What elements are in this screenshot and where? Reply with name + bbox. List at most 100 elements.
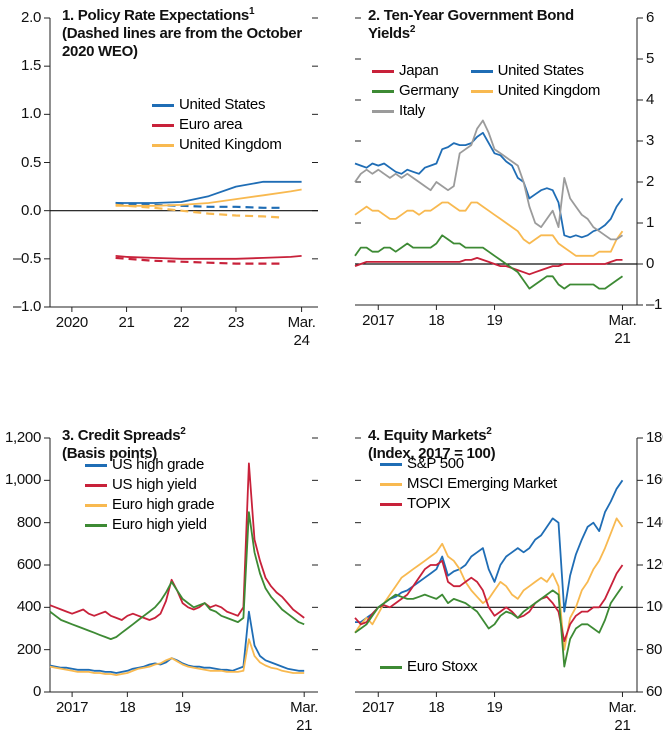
title-superscript: 2 [486,426,492,437]
legend-item: United States [470,61,601,81]
series-line [354,201,624,257]
legend-item: Italy [372,101,459,121]
title-text: 4. Equity Markets [368,427,487,444]
dashed-line [115,201,280,209]
y-tick-label: 200 [16,640,41,658]
subtitle: (Index, 2017 = 100) [368,445,496,462]
x-tick-label: 22 [173,314,190,331]
y-tick-label: 800 [16,513,41,531]
y-tick-label: 100 [646,598,663,616]
legend-swatch [380,665,402,669]
series-line [354,257,623,276]
x-tick-label: 2017 [56,699,89,716]
chart-title: 1. Policy Rate Expectations1 (Dashed line… [62,7,302,61]
legend-item: Japan [372,61,459,81]
y-tick-label: 2.0 [21,9,41,26]
legend-item: Euro high yield [85,515,214,535]
legend-item: United Kingdom [470,81,601,101]
legend-swatch [470,69,493,73]
y-tick-label: 1.0 [21,105,41,123]
legend: Japan United States Germany United Kingdom I… [372,61,600,121]
legend: United States Euro area United Kingdom [152,95,282,155]
legend-item: Euro high grade [85,495,215,515]
y-tick-label: 180 [646,429,663,446]
y-tick-label: –1.0 [13,298,41,315]
subtitle: (Basis points) [62,445,157,462]
legend-label: Euro area [179,116,243,133]
title-text: 2. Ten-Year Government Bond Yields [368,7,574,42]
legend-label: US high yield [112,476,197,493]
legend-label: TOPIX [407,495,451,512]
series-line [115,180,302,204]
legend-label: Euro Stoxx [407,658,478,675]
chart-title: 4. Equity Markets2 (Index, 2017 = 100) [368,427,623,463]
legend-label: United Kingdom [497,82,601,99]
legend-swatch [85,483,107,487]
legend-swatch [85,503,107,507]
x-tick-label: 18 [428,699,445,716]
series-line [355,479,624,623]
x-tick-label: Mar. 21 [290,699,319,734]
series-line [115,255,302,260]
series-line [354,234,624,290]
y-tick-label: 6 [646,9,655,26]
series-line [354,517,624,651]
x-tick-label: 19 [486,699,503,716]
title-text: 3. Credit Spreads [62,427,181,444]
x-tick-label: Mar. 24 [287,314,316,349]
y-tick-label: 4 [646,91,655,108]
series-line [354,131,624,239]
legend-swatch [152,143,174,147]
x-tick-label: 19 [174,699,191,716]
legend-swatch [470,89,493,93]
y-tick-label: 3 [646,132,655,149]
x-tick-label: 2017 [362,312,395,329]
y-tick-label: 1,200 [4,429,41,446]
legend-label: Germany [399,82,459,99]
dashed-line [115,256,280,265]
legend-swatch [372,69,394,73]
legend-item: TOPIX [380,494,557,514]
legend-item: United Kingdom [152,135,282,155]
y-tick-label: 600 [16,556,41,573]
legend-item: S&P 500 [380,454,557,474]
y-tick-label: 120 [646,556,663,573]
x-tick-label: Mar. 21 [608,312,637,347]
x-tick-label: 18 [428,312,445,329]
title-text: 1. Policy Rate Expectations [62,7,249,24]
x-tick-label: 2020 [55,314,88,331]
y-tick-label: 160 [646,471,663,489]
legend-swatch [85,523,107,527]
series-line [354,585,624,668]
x-tick-label: 23 [227,314,244,331]
x-tick-label: 2017 [362,699,395,716]
legend-swatch [152,123,174,127]
legend-label: Euro high grade [112,496,215,513]
y-tick-label: 0.5 [21,153,41,171]
legend-label: MSCI Emerging Market [407,475,557,492]
series-line [49,638,305,676]
x-tick-label: 21 [118,314,135,331]
y-tick-label: 0 [646,255,655,272]
legend-item: Germany [372,81,459,101]
series-line [115,188,302,207]
legend-item: US high yield [85,475,214,495]
y-tick-label: 1.5 [21,57,41,75]
legend-swatch [85,463,107,467]
legend: S&P 500 MSCI Emerging Market TOPIX Euro Sto… [380,454,557,677]
y-tick-label: 60 [646,683,663,700]
legend-label: United Kingdom [179,136,282,153]
subtitle: (Dashed lines are from the October 2020 … [62,25,302,60]
series-line [354,119,624,241]
x-tick-label: 19 [486,312,503,329]
y-tick-label: 0 [32,683,41,700]
legend: US high grade US high yield Euro high grad… [85,455,215,535]
y-tick-label: 0.0 [21,201,41,219]
legend-label: Italy [399,102,426,119]
y-tick-label: 80 [646,640,663,658]
legend-swatch [380,482,402,486]
legend-label: United States [179,96,266,113]
y-tick-label: 400 [16,598,41,616]
